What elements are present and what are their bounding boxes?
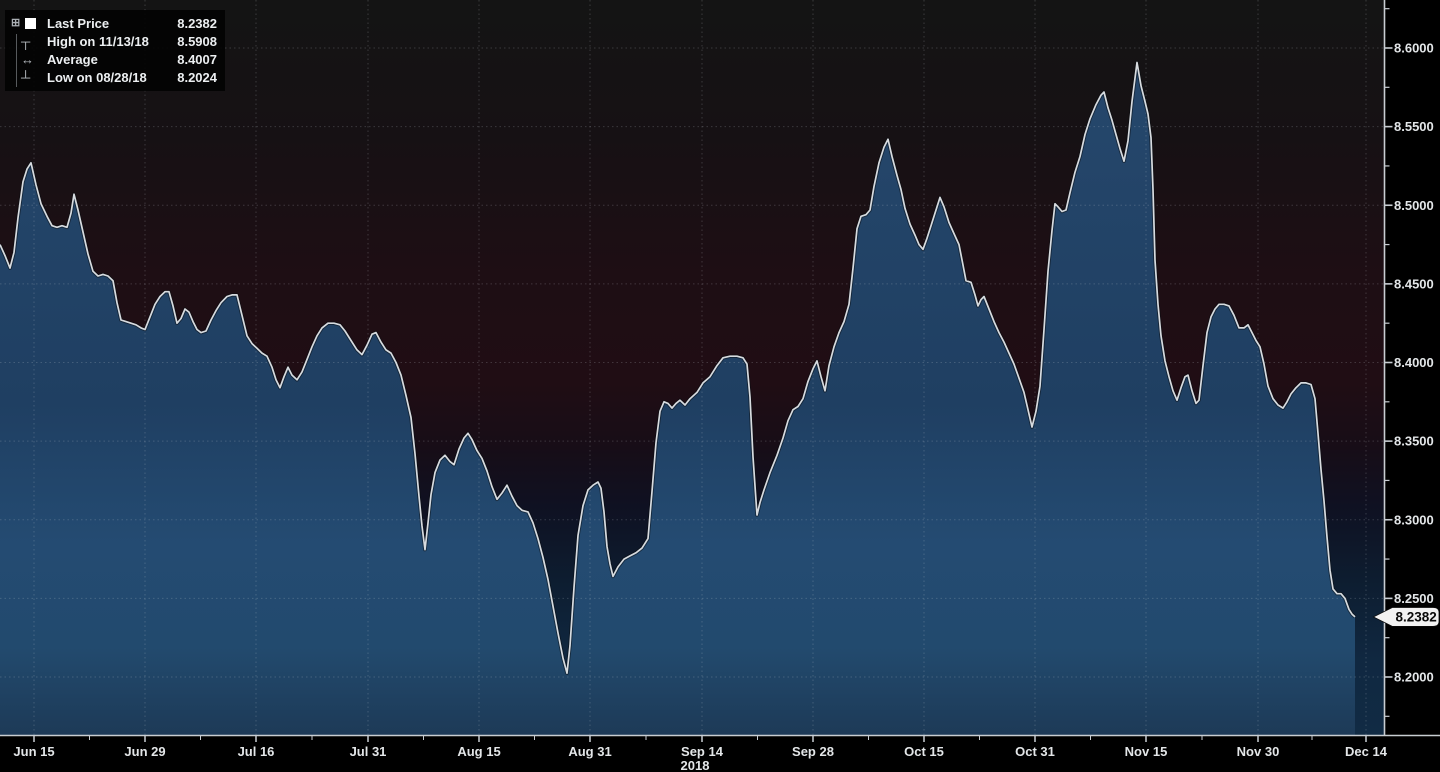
- low-marker-icon: ┴: [21, 69, 31, 85]
- legend-value: 8.2382: [177, 15, 217, 31]
- legend-value: 8.4007: [177, 51, 217, 67]
- legend-marker-cell: ┴: [9, 71, 47, 84]
- y-axis-label: 8.2500: [1394, 591, 1434, 606]
- legend-row-average[interactable]: ↔ Average 8.4007: [9, 50, 217, 68]
- legend-marker-cell: ┬: [9, 35, 47, 48]
- x-axis-label: Sep 28: [792, 744, 834, 759]
- y-axis-label: 8.6000: [1394, 41, 1434, 56]
- legend-label: Low on 08/28/18: [47, 69, 147, 85]
- last-price-tag: [1372, 607, 1440, 627]
- x-axis-label: Aug 15: [457, 744, 500, 759]
- y-axis-label: 8.3500: [1394, 434, 1434, 449]
- legend-row-last-price[interactable]: ⊞ Last Price 8.2382: [9, 14, 217, 32]
- chart-legend: ⊞ Last Price 8.2382 ┬ High on 11/13/18 8…: [5, 10, 225, 91]
- legend-marker-cell: ⊞: [9, 17, 47, 29]
- x-axis-label: Nov 30: [1237, 744, 1280, 759]
- x-axis-label: Jul 16: [238, 744, 275, 759]
- average-marker-icon: ↔: [21, 51, 34, 67]
- price-area-fill: [0, 62, 1355, 735]
- x-axis-label: Dec 14: [1345, 744, 1388, 759]
- last-price-swatch-icon: [25, 17, 37, 29]
- y-axis-label: 8.2000: [1394, 670, 1434, 685]
- legend-label: Average: [47, 51, 98, 67]
- x-axis-label: Sep 14: [681, 744, 724, 759]
- x-axis-label: Oct 31: [1015, 744, 1055, 759]
- y-axis-label: 8.4500: [1394, 276, 1434, 291]
- x-axis-label: Jun 29: [124, 744, 165, 759]
- legend-tree-line: [16, 34, 17, 87]
- legend-label: High on 11/13/18: [47, 33, 149, 49]
- y-axis-label: 8.3000: [1394, 512, 1434, 527]
- y-axis-label: 8.5500: [1394, 119, 1434, 134]
- legend-value: 8.2024: [177, 69, 217, 85]
- y-axis-label: 8.5000: [1394, 198, 1434, 213]
- x-axis-label: Aug 31: [568, 744, 611, 759]
- legend-row-low[interactable]: ┴ Low on 08/28/18 8.2024: [9, 68, 217, 86]
- x-axis-year-label: 2018: [681, 758, 710, 772]
- legend-label: Last Price: [47, 15, 110, 31]
- expander-icon[interactable]: ⊞: [11, 17, 21, 29]
- last-price-tag-value: 8.2382: [1396, 610, 1437, 625]
- high-marker-icon: ┬: [21, 33, 31, 49]
- x-axis-label: Oct 15: [904, 744, 944, 759]
- legend-value: 8.5908: [177, 33, 217, 49]
- x-axis-label: Nov 15: [1125, 744, 1168, 759]
- x-axis-label: Jul 31: [350, 744, 387, 759]
- x-axis-label: Jun 15: [13, 744, 54, 759]
- legend-marker-cell: ↔: [9, 53, 47, 66]
- price-line: [0, 61, 1356, 675]
- legend-row-high[interactable]: ┬ High on 11/13/18 8.5908: [9, 32, 217, 50]
- y-axis-label: 8.4000: [1394, 355, 1434, 370]
